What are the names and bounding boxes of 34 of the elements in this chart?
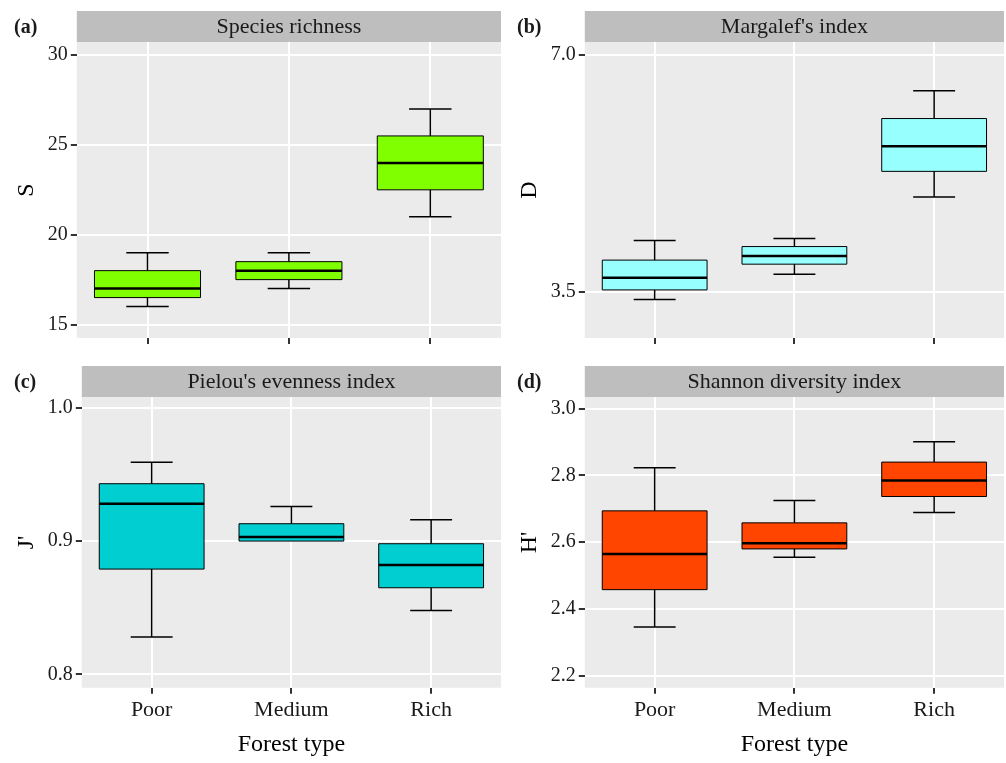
y-tick-label: 30 [47,42,68,65]
y-tick-label: 25 [47,132,68,155]
chart-title: Shannon diversity index [687,367,902,393]
text: (d) [517,370,542,394]
y-tick-label: 1.0 [47,394,73,417]
y-tick-label: 0.8 [47,661,73,684]
y-axis-title: D [514,181,541,199]
y-tick-label: 3.0 [550,395,576,418]
y-axis-title: J' [11,535,38,550]
y-tick-label: 2.6 [550,529,576,552]
x-tick-label: Medium [254,695,329,721]
y-axis-title: H' [514,531,541,554]
y-tick-label: 2.8 [550,462,576,485]
x-tick-label: Poor [130,695,174,721]
y-tick-label: 0.9 [47,528,73,551]
y-tick-label: 15 [47,311,68,334]
chart-title: Margalef's index [720,12,868,38]
y-axis-title: S [11,183,38,197]
y-tick-label: 2.4 [550,596,576,619]
y-tick-label: 20 [47,221,68,244]
x-axis-title: Forest type [740,729,849,756]
x-axis-title: Forest type [237,729,346,756]
chart-title: Pielou's evenness index [187,367,396,393]
x-tick-label: Medium [757,695,832,721]
x-tick-label: Rich [410,695,452,721]
x-tick-label: Rich [913,695,955,721]
y-tick-label: 2.2 [550,663,576,686]
text: (b) [517,15,542,39]
y-tick-label: 7.0 [550,42,576,65]
chart-title: Species richness [216,12,362,38]
text: (c) [14,370,37,394]
text: (a) [14,15,38,39]
x-tick-label: Poor [633,695,677,721]
y-tick-label: 3.5 [550,279,576,302]
